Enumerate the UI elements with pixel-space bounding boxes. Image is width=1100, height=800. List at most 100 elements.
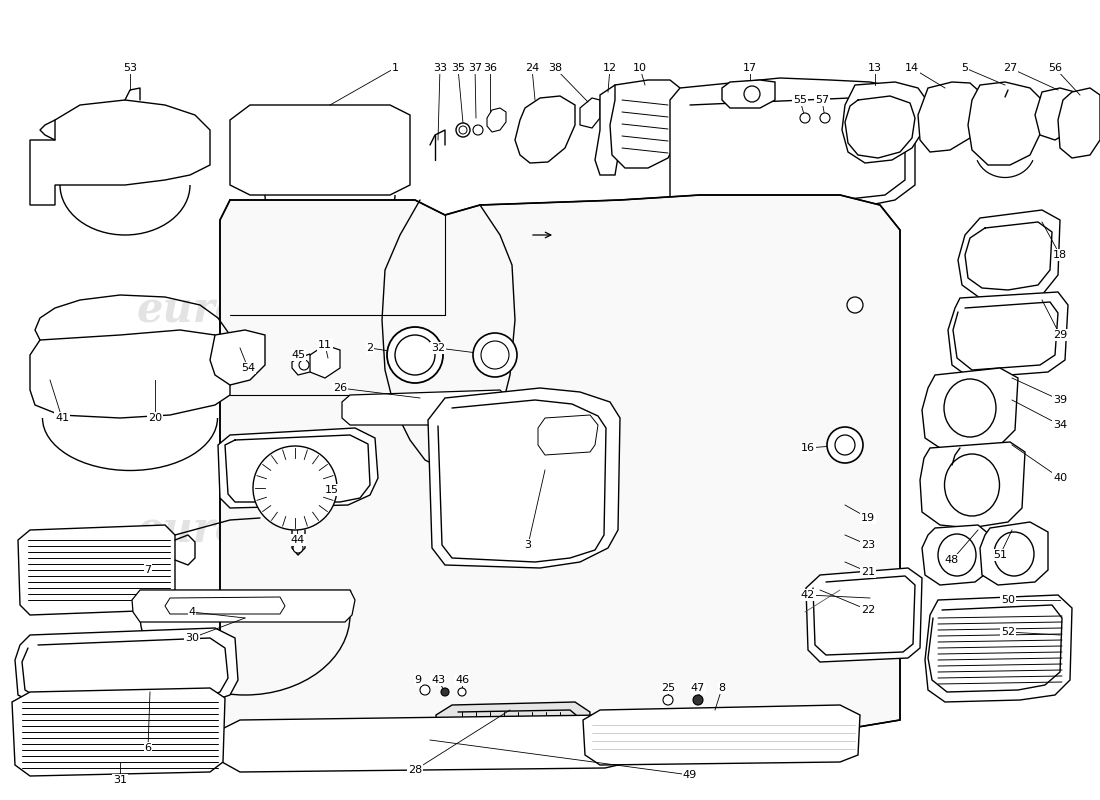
Polygon shape <box>515 96 575 163</box>
Polygon shape <box>925 595 1072 702</box>
Text: 42: 42 <box>801 590 815 600</box>
Polygon shape <box>210 330 265 385</box>
Text: 7: 7 <box>144 565 152 575</box>
Text: 40: 40 <box>1053 473 1067 483</box>
Text: 56: 56 <box>1048 63 1062 73</box>
Text: 10: 10 <box>632 63 647 73</box>
Circle shape <box>847 297 864 313</box>
Text: 26: 26 <box>333 383 348 393</box>
Circle shape <box>663 695 673 705</box>
Text: 43: 43 <box>431 675 446 685</box>
Text: 38: 38 <box>548 63 562 73</box>
Text: 34: 34 <box>1053 420 1067 430</box>
Text: 45: 45 <box>290 350 305 360</box>
Text: 30: 30 <box>185 633 199 643</box>
Text: eurospares: eurospares <box>136 289 394 331</box>
Polygon shape <box>920 442 1025 528</box>
Circle shape <box>827 427 864 463</box>
Circle shape <box>473 333 517 377</box>
Polygon shape <box>342 390 510 425</box>
Text: 2: 2 <box>366 343 374 353</box>
Polygon shape <box>670 78 915 218</box>
Text: 3: 3 <box>525 540 531 550</box>
Polygon shape <box>487 108 506 132</box>
Text: 21: 21 <box>861 567 876 577</box>
Polygon shape <box>980 522 1048 585</box>
Polygon shape <box>806 568 922 662</box>
Polygon shape <box>922 525 990 585</box>
Text: 18: 18 <box>1053 250 1067 260</box>
Text: 25: 25 <box>661 683 675 693</box>
Polygon shape <box>230 105 410 195</box>
Text: 1: 1 <box>392 63 398 73</box>
Circle shape <box>395 335 434 375</box>
Polygon shape <box>218 428 378 508</box>
Circle shape <box>387 327 443 383</box>
Text: 49: 49 <box>683 770 697 780</box>
Text: 39: 39 <box>1053 395 1067 405</box>
Polygon shape <box>428 388 620 568</box>
Text: 50: 50 <box>1001 595 1015 605</box>
Polygon shape <box>610 80 680 168</box>
Polygon shape <box>580 98 600 128</box>
Text: 36: 36 <box>483 63 497 73</box>
Polygon shape <box>132 590 355 622</box>
Polygon shape <box>220 195 900 740</box>
Polygon shape <box>842 82 928 163</box>
Text: 13: 13 <box>868 63 882 73</box>
Polygon shape <box>583 705 860 765</box>
Circle shape <box>253 446 337 530</box>
Text: 6: 6 <box>144 743 152 753</box>
Text: 54: 54 <box>241 363 255 373</box>
Circle shape <box>835 435 855 455</box>
Circle shape <box>456 123 470 137</box>
Text: 9: 9 <box>415 675 421 685</box>
Text: 27: 27 <box>1003 63 1018 73</box>
Circle shape <box>820 113 830 123</box>
Text: 55: 55 <box>793 95 807 105</box>
Polygon shape <box>948 292 1068 378</box>
Text: 12: 12 <box>603 63 617 73</box>
Text: 24: 24 <box>525 63 539 73</box>
Text: eurospares: eurospares <box>492 509 749 551</box>
Circle shape <box>420 685 430 695</box>
Text: 20: 20 <box>147 413 162 423</box>
Circle shape <box>458 688 466 696</box>
Text: 14: 14 <box>905 63 920 73</box>
Text: 28: 28 <box>408 765 422 775</box>
Polygon shape <box>15 628 238 708</box>
Polygon shape <box>18 525 175 615</box>
Text: 41: 41 <box>55 413 69 423</box>
Text: 57: 57 <box>815 95 829 105</box>
Circle shape <box>481 341 509 369</box>
Text: 48: 48 <box>945 555 959 565</box>
Text: 31: 31 <box>113 775 127 785</box>
Text: 23: 23 <box>861 540 876 550</box>
Polygon shape <box>918 82 982 152</box>
Text: 51: 51 <box>993 550 1007 560</box>
Polygon shape <box>1058 88 1100 158</box>
Text: 46: 46 <box>455 675 469 685</box>
Text: 5: 5 <box>961 63 968 73</box>
Text: 53: 53 <box>123 63 138 73</box>
Text: 35: 35 <box>451 63 465 73</box>
Text: 44: 44 <box>290 535 305 545</box>
Text: 8: 8 <box>718 683 726 693</box>
Circle shape <box>459 126 468 134</box>
Circle shape <box>693 695 703 705</box>
Polygon shape <box>958 210 1060 300</box>
Polygon shape <box>30 330 230 418</box>
Polygon shape <box>220 715 640 772</box>
Text: 11: 11 <box>318 340 332 350</box>
Text: 37: 37 <box>468 63 482 73</box>
Polygon shape <box>968 82 1042 165</box>
Text: 16: 16 <box>801 443 815 453</box>
Polygon shape <box>292 354 310 375</box>
Text: 17: 17 <box>742 63 757 73</box>
Text: eurospares: eurospares <box>492 289 749 331</box>
Text: 52: 52 <box>1001 627 1015 637</box>
Polygon shape <box>538 415 598 455</box>
Text: 4: 4 <box>188 607 196 617</box>
Text: 29: 29 <box>1053 330 1067 340</box>
Polygon shape <box>722 80 776 108</box>
